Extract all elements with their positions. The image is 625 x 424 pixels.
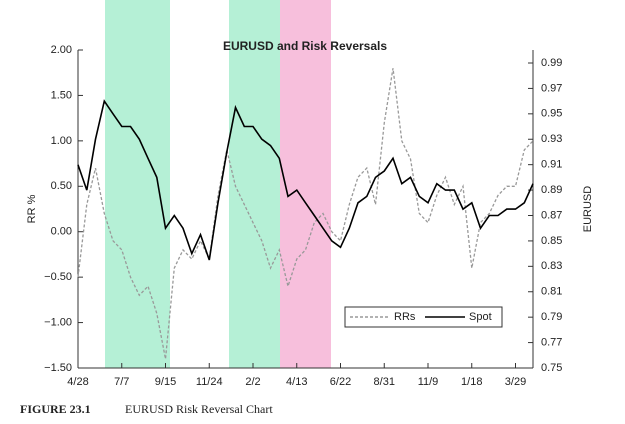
y2-axis-label: EURUSD bbox=[582, 186, 594, 233]
figure-label: FIGURE 23.1 bbox=[20, 402, 91, 416]
y2-tick-label: 0.99 bbox=[541, 57, 562, 69]
x-tick-label: 2/2 bbox=[245, 376, 260, 388]
x-tick-label: 4/28 bbox=[67, 376, 88, 388]
y-tick-label: −0.50 bbox=[44, 271, 72, 283]
x-tick-label: 4/13 bbox=[286, 376, 307, 388]
x-tick-label: 9/15 bbox=[155, 376, 176, 388]
x-tick-label: 3/29 bbox=[505, 376, 526, 388]
shade-green bbox=[229, 0, 280, 368]
x-tick-label: 8/31 bbox=[374, 376, 395, 388]
y2-tick-label: 0.87 bbox=[541, 209, 562, 221]
y2-tick-label: 0.91 bbox=[541, 159, 562, 171]
y2-tick-label: 0.81 bbox=[541, 286, 562, 298]
y2-tick-label: 0.79 bbox=[541, 311, 562, 323]
series-line bbox=[77, 99, 534, 261]
y2-tick-label: 0.95 bbox=[541, 108, 562, 120]
y2-tick-label: 0.97 bbox=[541, 82, 562, 94]
y-tick-label: 1.50 bbox=[51, 89, 72, 101]
y-tick-label: 1.00 bbox=[51, 135, 72, 147]
shade-green bbox=[105, 0, 170, 368]
y2-tick-label: 0.85 bbox=[541, 235, 562, 247]
y-tick-label: 0.00 bbox=[51, 226, 72, 238]
shade-pink bbox=[280, 0, 331, 368]
y-tick-label: −1.00 bbox=[44, 316, 72, 328]
legend bbox=[344, 306, 503, 328]
legend-label: RRs bbox=[394, 311, 416, 323]
y2-tick-label: 0.89 bbox=[541, 184, 562, 196]
x-tick-label: 11/9 bbox=[418, 376, 439, 388]
x-tick-label: 6/22 bbox=[330, 376, 351, 388]
y-tick-label: 0.50 bbox=[51, 180, 72, 192]
y2-tick-label: 0.77 bbox=[541, 336, 562, 348]
y2-tick-label: 0.83 bbox=[541, 260, 562, 272]
y-tick-label: 2.00 bbox=[51, 44, 72, 56]
series-line bbox=[77, 68, 534, 360]
y2-tick-label: 0.75 bbox=[541, 362, 562, 374]
chart-title: EURUSD and Risk Reversals bbox=[223, 39, 387, 53]
legend-label: Spot bbox=[469, 311, 492, 323]
y-tick-label: −1.50 bbox=[44, 362, 72, 374]
figure-caption: EURUSD Risk Reversal Chart bbox=[125, 402, 273, 416]
y-axis-label: RR % bbox=[26, 194, 38, 223]
y2-tick-label: 0.93 bbox=[541, 133, 562, 145]
x-tick-label: 11/24 bbox=[196, 376, 223, 388]
x-tick-label: 7/7 bbox=[114, 376, 129, 388]
x-tick-label: 1/18 bbox=[461, 376, 482, 388]
